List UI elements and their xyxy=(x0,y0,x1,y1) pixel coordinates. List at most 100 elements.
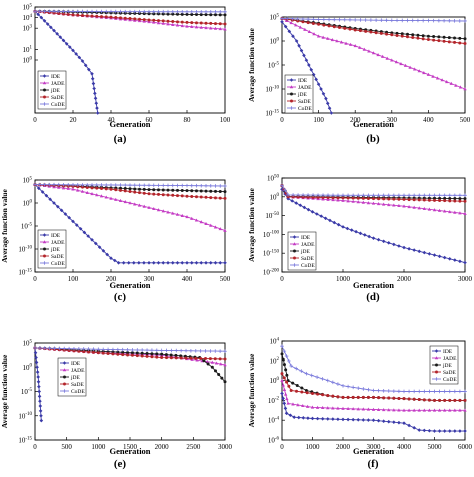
data-point xyxy=(453,199,457,203)
data-point xyxy=(381,389,386,393)
chart-panel-d: 0 1000 2000 3000 1050 100 10-50 10-100 10-150 10-… xyxy=(247,174,473,303)
y-tick-label: 101 xyxy=(23,46,33,54)
legend-label: CoDE xyxy=(298,106,312,112)
data-point xyxy=(128,190,132,193)
data-point xyxy=(147,205,151,209)
data-point xyxy=(137,261,141,265)
data-point xyxy=(175,23,180,27)
data-point xyxy=(52,28,56,33)
panel-label: (d) xyxy=(366,291,380,303)
y-tick-label: 10-10 xyxy=(265,85,279,93)
data-point xyxy=(147,188,151,192)
legend-marker xyxy=(293,256,296,260)
legend-marker xyxy=(42,240,47,244)
data-point xyxy=(223,27,227,31)
data-point xyxy=(176,188,179,192)
data-point xyxy=(145,354,149,358)
data-point xyxy=(190,189,194,193)
data-point xyxy=(315,405,320,409)
data-point xyxy=(157,192,160,196)
data-point xyxy=(114,16,118,20)
data-point xyxy=(171,193,175,197)
legend-label: jDE xyxy=(70,375,81,381)
series-line-jade xyxy=(281,380,465,411)
data-point xyxy=(432,38,436,42)
data-point xyxy=(175,261,180,265)
data-point xyxy=(114,197,118,201)
data-point xyxy=(114,188,118,192)
legend-marker xyxy=(434,349,439,353)
data-point xyxy=(223,228,227,232)
data-point xyxy=(298,25,302,29)
data-point xyxy=(463,211,467,216)
data-point xyxy=(165,356,169,360)
series-code xyxy=(280,183,467,198)
data-point xyxy=(402,389,406,394)
data-point xyxy=(291,34,295,38)
data-point xyxy=(298,203,303,208)
data-point xyxy=(185,20,189,24)
data-point xyxy=(55,32,59,36)
data-point xyxy=(301,416,306,420)
data-point xyxy=(120,347,125,352)
data-point xyxy=(123,187,127,191)
y-tick-label: 100 xyxy=(23,56,33,64)
data-point xyxy=(351,417,355,422)
data-point xyxy=(42,182,47,187)
data-point xyxy=(161,261,166,265)
data-point xyxy=(316,392,320,396)
data-point xyxy=(397,244,401,248)
data-point xyxy=(85,183,90,187)
data-point xyxy=(166,188,170,192)
data-point xyxy=(331,406,335,410)
legend-label: IDE xyxy=(51,74,61,80)
data-point xyxy=(311,391,314,395)
data-point xyxy=(326,36,330,40)
data-point xyxy=(356,407,360,411)
data-point xyxy=(453,389,457,394)
data-point xyxy=(152,12,156,16)
data-point xyxy=(399,62,403,66)
data-point xyxy=(142,12,146,16)
data-point xyxy=(283,392,288,396)
data-point xyxy=(309,373,314,378)
data-point xyxy=(100,187,103,191)
data-point xyxy=(362,233,367,237)
data-point xyxy=(218,349,222,353)
data-point xyxy=(77,349,81,353)
data-point xyxy=(315,416,320,421)
series-sade xyxy=(33,9,227,26)
data-point xyxy=(155,352,159,356)
data-point xyxy=(154,348,159,353)
data-point xyxy=(311,193,315,197)
data-point xyxy=(283,406,288,411)
data-point xyxy=(166,193,170,197)
y-tick-label: 105 xyxy=(23,339,33,347)
data-point xyxy=(422,250,427,255)
data-point xyxy=(448,408,452,412)
x-tick-label: 20 xyxy=(70,116,78,124)
data-point xyxy=(37,9,42,14)
data-point xyxy=(442,18,446,23)
series-ide xyxy=(33,346,44,423)
data-point xyxy=(402,245,406,250)
data-point xyxy=(195,189,198,193)
data-point xyxy=(213,357,217,361)
data-point xyxy=(218,227,222,231)
data-point xyxy=(427,389,432,394)
data-point xyxy=(304,58,309,62)
data-point xyxy=(91,347,96,351)
data-point xyxy=(311,195,315,199)
data-point xyxy=(35,370,40,374)
data-point xyxy=(442,408,447,412)
data-point xyxy=(386,241,391,245)
data-point xyxy=(331,196,335,200)
data-point xyxy=(132,261,136,265)
data-point xyxy=(348,42,353,46)
data-point xyxy=(371,407,376,411)
data-point xyxy=(220,376,224,380)
data-point xyxy=(289,364,293,368)
data-point xyxy=(351,385,355,390)
data-point xyxy=(448,398,452,402)
data-point xyxy=(447,429,452,433)
